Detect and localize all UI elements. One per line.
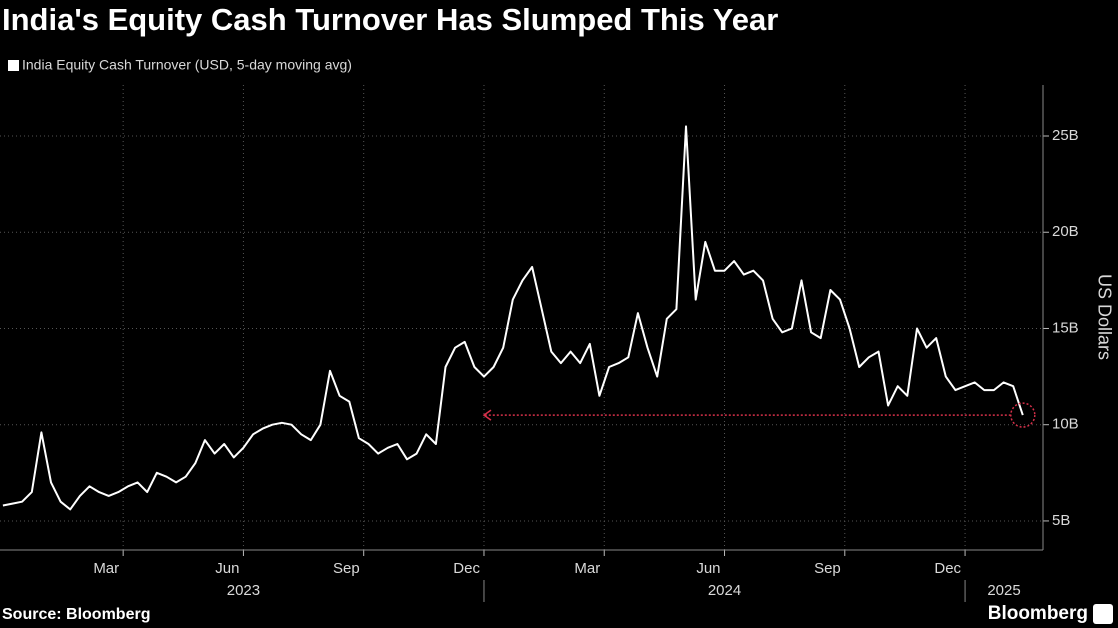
source: Source: Bloomberg <box>2 606 150 623</box>
x-group-label: 2025 <box>987 582 1020 599</box>
brand: Bloomberg <box>988 603 1088 624</box>
chart-title: India's Equity Cash Turnover Has Slumped… <box>2 2 778 37</box>
x-tick-label: Jun <box>215 560 239 577</box>
y-axis-label: US Dollars <box>1094 274 1114 360</box>
x-group-label: 2023 <box>227 582 260 599</box>
x-tick-label: Mar <box>93 560 119 577</box>
y-tick-label: 10B <box>1052 416 1079 433</box>
x-tick-label: Sep <box>333 560 360 577</box>
x-tick-label: Sep <box>814 560 841 577</box>
legend-swatch <box>8 60 19 71</box>
x-tick-label: Jun <box>696 560 720 577</box>
line <box>2 125 1024 511</box>
y-tick-label: 15B <box>1052 319 1079 336</box>
y-tick-label: 25B <box>1052 127 1079 144</box>
x-tick-label: Mar <box>574 560 600 577</box>
brand-icon <box>1093 604 1113 624</box>
x-tick-label: Dec <box>453 560 480 577</box>
legend-label: India Equity Cash Turnover (USD, 5-day m… <box>22 57 352 73</box>
x-group-label: 2024 <box>708 582 741 599</box>
x-tick-label: Dec <box>934 560 961 577</box>
y-tick-label: 5B <box>1052 512 1070 529</box>
annotation-arrowhead <box>482 409 492 421</box>
y-tick-label: 20B <box>1052 223 1079 240</box>
